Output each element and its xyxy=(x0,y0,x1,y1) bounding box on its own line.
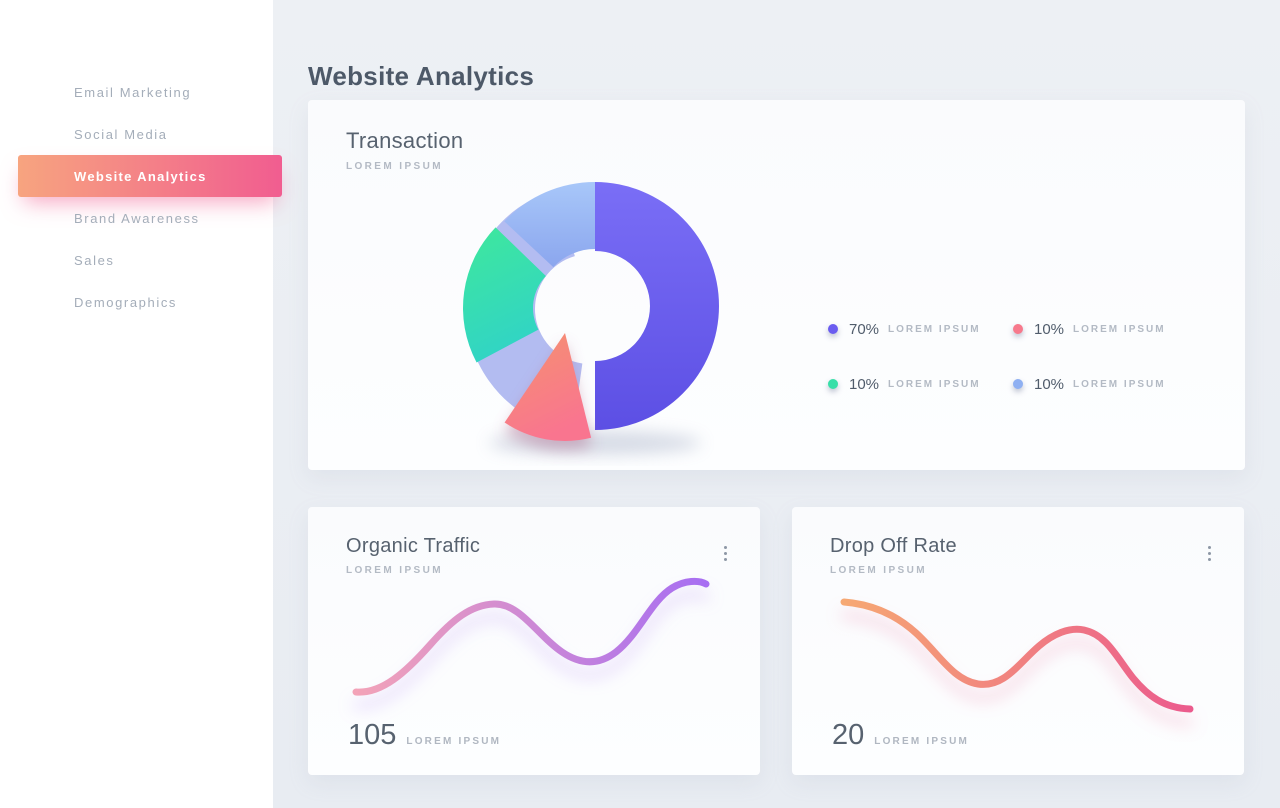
legend-percentage: 70% xyxy=(849,320,880,338)
drop-off-rate-value: 20 xyxy=(832,719,865,751)
donut-segment-red xyxy=(504,333,592,441)
organic-traffic-menu-button[interactable] xyxy=(719,541,732,566)
legend-item: 10% LOREM IPSUM xyxy=(828,375,1013,393)
legend-percentage: 10% xyxy=(1034,375,1065,393)
legend-dot-icon xyxy=(1013,324,1023,334)
sidebar-item-sales[interactable]: Sales xyxy=(74,252,115,268)
sidebar-item-email-marketing[interactable]: Email Marketing xyxy=(74,84,192,100)
legend-dot-icon xyxy=(828,379,838,389)
donut-segment-green xyxy=(463,227,546,363)
drop-off-rate-line-chart xyxy=(840,598,1194,713)
legend-percentage: 10% xyxy=(849,375,880,393)
drop-off-rate-metric: 20 LOREM IPSUM xyxy=(832,719,969,752)
drop-off-rate-value-label: LOREM IPSUM xyxy=(874,736,970,747)
legend-label: LOREM IPSUM xyxy=(888,323,981,335)
kebab-dot xyxy=(1208,558,1211,561)
organic-traffic-value: 105 xyxy=(348,719,397,751)
donut-chart xyxy=(463,182,719,455)
sidebar-item-brand-awareness[interactable]: Brand Awareness xyxy=(74,210,200,226)
donut-legend: 70% LOREM IPSUM 10% LOREM IPSUM 10% LOREM IPS… xyxy=(828,320,1166,393)
legend-label: LOREM IPSUM xyxy=(1073,323,1166,335)
organic-traffic-value-label: LOREM IPSUM xyxy=(406,736,502,747)
drop-off-rate-card: Drop Off Rate LOREM IPSUM 20 LOREM IPSUM xyxy=(792,507,1244,775)
donut-segment-blue xyxy=(504,182,595,268)
transaction-card-subtitle: LOREM IPSUM xyxy=(346,161,443,172)
legend-dot-icon xyxy=(1013,379,1023,389)
drop-off-rate-menu-button[interactable] xyxy=(1203,541,1216,566)
organic-traffic-line xyxy=(352,577,710,696)
organic-traffic-subtitle: LOREM IPSUM xyxy=(346,565,443,576)
drop-off-rate-line xyxy=(840,598,1194,713)
sidebar-item-demographics[interactable]: Demographics xyxy=(74,294,178,310)
kebab-dot xyxy=(724,552,727,555)
organic-traffic-card: Organic Traffic LOREM IPSUM 105 LOREM IP… xyxy=(308,507,760,775)
page-title: Website Analytics xyxy=(308,61,535,92)
organic-traffic-metric: 105 LOREM IPSUM xyxy=(348,719,501,752)
organic-traffic-title: Organic Traffic xyxy=(346,535,481,557)
transaction-card: Transaction LOREM IPSUM xyxy=(308,100,1245,470)
drop-off-rate-subtitle: LOREM IPSUM xyxy=(830,565,927,576)
legend-label: LOREM IPSUM xyxy=(888,378,981,390)
sidebar-item-website-analytics[interactable]: Website Analytics xyxy=(18,155,282,197)
legend-item: 70% LOREM IPSUM xyxy=(828,320,1013,338)
kebab-dot xyxy=(724,546,727,549)
sidebar: Email Marketing Social Media Website Ana… xyxy=(0,0,282,808)
legend-percentage: 10% xyxy=(1034,320,1065,338)
drop-off-rate-header: Drop Off Rate LOREM IPSUM xyxy=(830,535,957,576)
legend-item: 10% LOREM IPSUM xyxy=(1013,375,1166,393)
legend-item: 10% LOREM IPSUM xyxy=(1013,320,1166,338)
donut-shadow xyxy=(489,431,701,455)
legend-label: LOREM IPSUM xyxy=(1073,378,1166,390)
transaction-card-header: Transaction LOREM IPSUM xyxy=(346,128,463,172)
organic-traffic-header: Organic Traffic LOREM IPSUM xyxy=(346,535,480,576)
kebab-dot xyxy=(1208,546,1211,549)
drop-off-rate-title: Drop Off Rate xyxy=(830,535,957,557)
donut-segment-purple xyxy=(595,182,719,430)
kebab-dot xyxy=(724,558,727,561)
sidebar-item-social-media[interactable]: Social Media xyxy=(74,126,168,142)
organic-traffic-line-chart xyxy=(352,577,710,696)
transaction-card-title: Transaction xyxy=(346,128,464,153)
kebab-dot xyxy=(1208,552,1211,555)
legend-dot-icon xyxy=(828,324,838,334)
sidebar-menu: Email Marketing Social Media Website Ana… xyxy=(0,71,282,323)
